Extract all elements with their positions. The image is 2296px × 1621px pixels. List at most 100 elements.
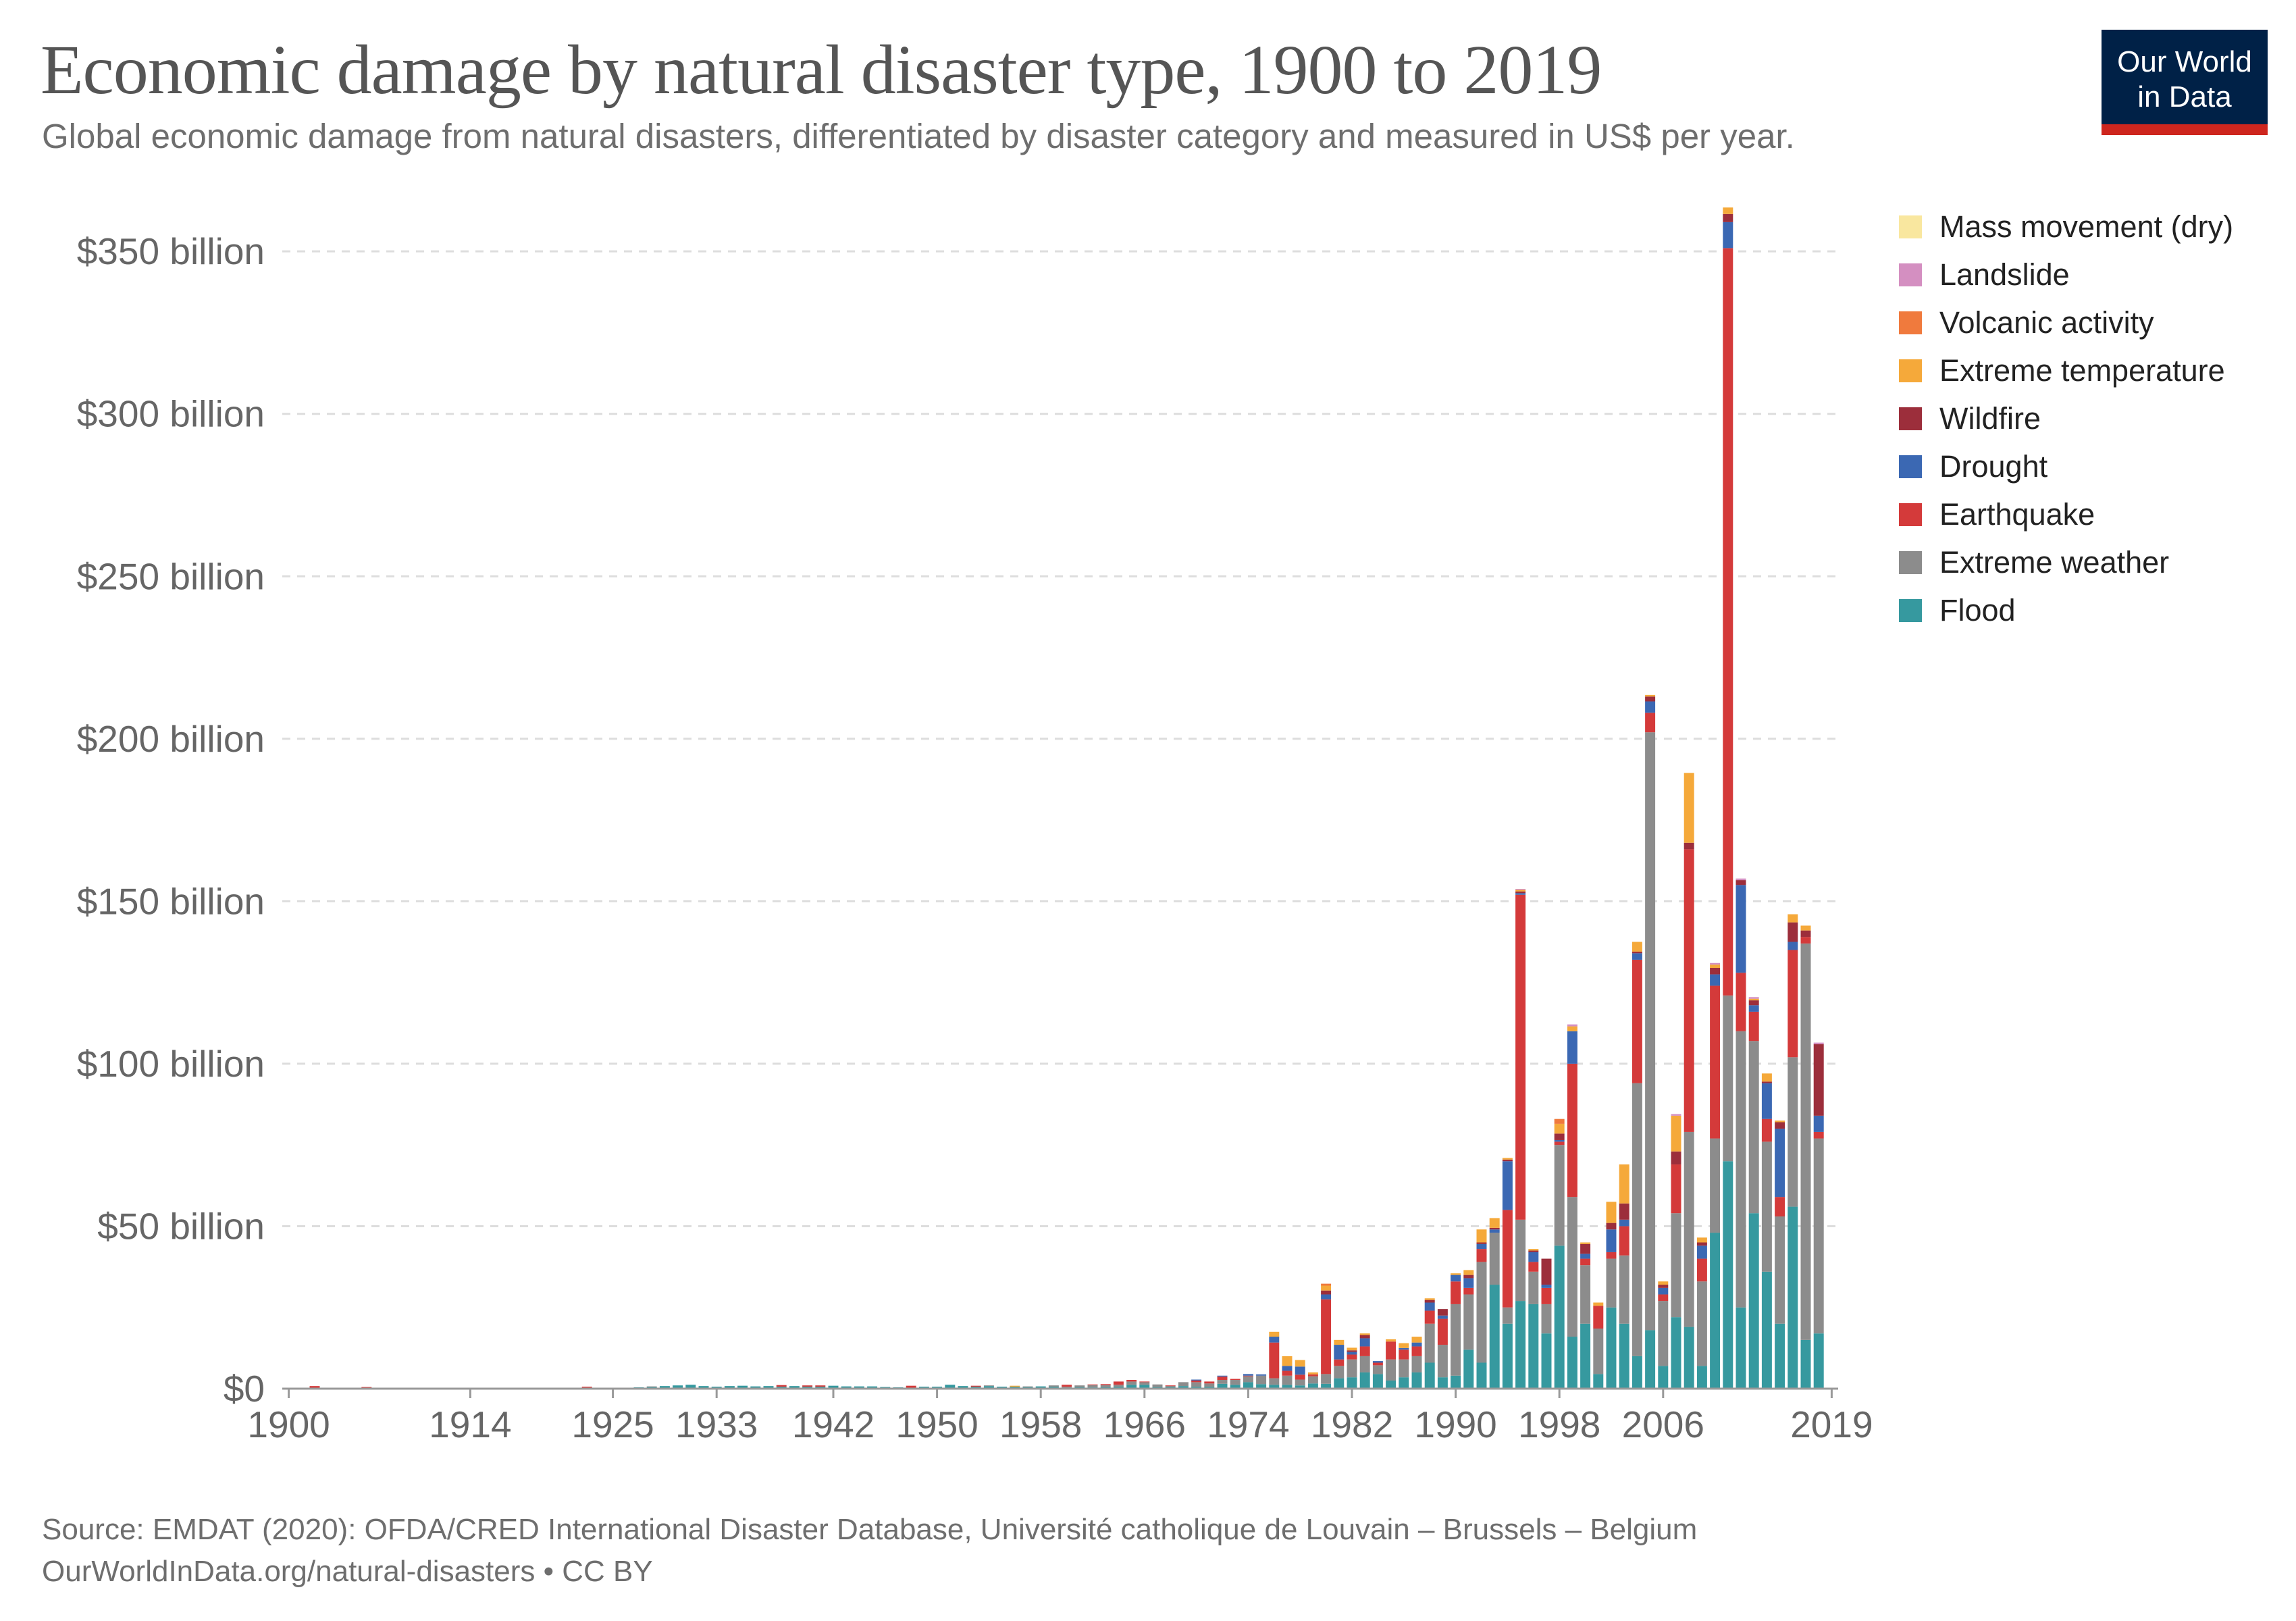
bar-segment-extreme-weather[interactable] <box>1606 1258 1617 1308</box>
bar-1943[interactable] <box>841 1386 852 1389</box>
bar-segment-earthquake[interactable] <box>1437 1318 1448 1345</box>
bar-segment-earthquake[interactable] <box>1684 849 1694 1132</box>
bar-segment-flood[interactable] <box>673 1385 683 1389</box>
bar-segment-extreme-temperature[interactable] <box>1580 1242 1591 1244</box>
bar-segment-wildfire[interactable] <box>1748 1000 1759 1006</box>
bar-segment-flood[interactable] <box>698 1386 709 1389</box>
bar-2007[interactable] <box>1671 1114 1681 1389</box>
bar-segment-earthquake[interactable] <box>802 1385 813 1387</box>
bar-segment-drought[interactable] <box>1489 1229 1500 1233</box>
bar-segment-extreme-temperature[interactable] <box>1761 1073 1772 1082</box>
bar-segment-earthquake[interactable] <box>1775 1197 1785 1217</box>
bar-segment-volcanic-activity[interactable] <box>1321 1283 1332 1286</box>
bar-segment-extreme-temperature[interactable] <box>1463 1270 1474 1275</box>
bar-segment-flood[interactable] <box>1476 1362 1487 1389</box>
bar-segment-drought[interactable] <box>1502 1161 1513 1210</box>
bar-segment-wildfire[interactable] <box>1788 922 1798 942</box>
bar-segment-earthquake[interactable] <box>1463 1287 1474 1295</box>
bar-segment-flood[interactable] <box>1696 1366 1707 1389</box>
bar-segment-landslide[interactable] <box>1710 962 1721 965</box>
bar-2013[interactable] <box>1748 997 1759 1389</box>
bar-segment-earthquake[interactable] <box>1295 1374 1305 1380</box>
bar-segment-drought[interactable] <box>1347 1352 1357 1355</box>
bar-segment-extreme-temperature[interactable] <box>1411 1337 1422 1343</box>
bar-segment-extreme-weather[interactable] <box>1813 1138 1824 1334</box>
bar-segment-earthquake[interactable] <box>1710 985 1721 1139</box>
bar-segment-extreme-weather[interactable] <box>1334 1366 1345 1379</box>
bar-segment-drought[interactable] <box>1411 1342 1422 1347</box>
bar-1984[interactable] <box>1372 1361 1383 1389</box>
bar-segment-extreme-weather[interactable] <box>1243 1376 1253 1383</box>
bar-segment-earthquake[interactable] <box>1645 713 1656 733</box>
bar-2005[interactable] <box>1645 694 1656 1389</box>
bar-segment-drought[interactable] <box>1243 1374 1253 1376</box>
bar-1939[interactable] <box>789 1386 800 1389</box>
bar-segment-extreme-weather[interactable] <box>1048 1385 1059 1387</box>
bar-segment-flood[interactable] <box>1295 1385 1305 1389</box>
bar-1979[interactable] <box>1307 1372 1318 1389</box>
bar-segment-flood[interactable] <box>1321 1383 1332 1389</box>
bar-segment-drought[interactable] <box>1541 1285 1552 1288</box>
bar-segment-flood[interactable] <box>828 1385 839 1389</box>
bar-segment-extreme-weather[interactable] <box>1269 1378 1280 1385</box>
bar-2012[interactable] <box>1736 878 1746 1389</box>
bar-segment-extreme-temperature[interactable] <box>1723 207 1733 214</box>
bar-segment-flood[interactable] <box>945 1385 956 1389</box>
bar-segment-extreme-weather[interactable] <box>1761 1141 1772 1272</box>
bar-1980[interactable] <box>1321 1283 1332 1389</box>
bar-segment-extreme-temperature[interactable] <box>1800 925 1811 931</box>
bar-segment-extreme-temperature[interactable] <box>1658 1281 1669 1285</box>
bar-1997[interactable] <box>1541 1258 1552 1389</box>
bar-segment-flood[interactable] <box>1424 1362 1435 1389</box>
bar-segment-earthquake[interactable] <box>1736 973 1746 1031</box>
bar-1991[interactable] <box>1463 1270 1474 1389</box>
bar-1989[interactable] <box>1437 1309 1448 1389</box>
bar-1932[interactable] <box>698 1386 709 1389</box>
bar-1988[interactable] <box>1424 1298 1435 1389</box>
bar-1998[interactable] <box>1554 1118 1565 1389</box>
bar-segment-extreme-weather[interactable] <box>1684 1131 1694 1327</box>
bar-segment-flood[interactable] <box>1126 1385 1137 1389</box>
bar-2017[interactable] <box>1800 925 1811 1389</box>
bar-segment-earthquake[interactable] <box>1451 1281 1461 1304</box>
bar-segment-extreme-temperature[interactable] <box>1010 1385 1020 1387</box>
bar-segment-earthquake[interactable] <box>1723 248 1733 996</box>
bar-2016[interactable] <box>1788 914 1798 1389</box>
legend-item[interactable]: Volcanic activity <box>1899 299 2233 346</box>
bar-1972[interactable] <box>1217 1375 1228 1389</box>
bar-segment-drought[interactable] <box>1775 1129 1785 1198</box>
bar-segment-extreme-temperature[interactable] <box>1619 1164 1629 1204</box>
bar-segment-wildfire[interactable] <box>1658 1285 1669 1288</box>
bar-segment-extreme-temperature[interactable] <box>1399 1343 1409 1348</box>
bar-segment-flood[interactable] <box>1593 1374 1604 1389</box>
bar-segment-earthquake[interactable] <box>1399 1349 1409 1360</box>
bar-segment-extreme-weather[interactable] <box>1748 1041 1759 1214</box>
bar-segment-earthquake[interactable] <box>1411 1346 1422 1356</box>
bar-segment-wildfire[interactable] <box>1619 1203 1629 1220</box>
bar-1936[interactable] <box>750 1386 761 1389</box>
bar-segment-extreme-weather[interactable] <box>1347 1359 1357 1378</box>
bar-segment-flood[interactable] <box>1178 1386 1189 1389</box>
bar-segment-flood[interactable] <box>685 1385 696 1389</box>
bar-segment-flood[interactable] <box>958 1386 968 1389</box>
bar-1993[interactable] <box>1489 1218 1500 1389</box>
bar-segment-wildfire[interactable] <box>1489 1227 1500 1230</box>
bar-segment-flood[interactable] <box>1035 1386 1046 1389</box>
bar-1952[interactable] <box>958 1386 968 1389</box>
bar-1969[interactable] <box>1178 1382 1189 1389</box>
bar-segment-extreme-weather[interactable] <box>1178 1382 1189 1387</box>
bar-segment-flood[interactable] <box>1515 1301 1526 1389</box>
bar-segment-flood[interactable] <box>1243 1382 1253 1389</box>
bar-segment-drought[interactable] <box>1813 1115 1824 1132</box>
bar-1944[interactable] <box>854 1386 864 1389</box>
bar-segment-flood[interactable] <box>1372 1374 1383 1389</box>
bar-1974[interactable] <box>1243 1374 1253 1389</box>
bar-segment-flood[interactable] <box>1386 1380 1397 1389</box>
bar-segment-drought[interactable] <box>1736 885 1746 973</box>
bar-segment-drought[interactable] <box>1515 893 1526 895</box>
bar-segment-wildfire[interactable] <box>1761 1081 1772 1083</box>
bar-segment-flood[interactable] <box>1269 1385 1280 1389</box>
bar-segment-earthquake[interactable] <box>1062 1385 1072 1387</box>
bar-segment-extreme-weather[interactable] <box>1696 1281 1707 1366</box>
bar-segment-extreme-temperature[interactable] <box>1489 1218 1500 1228</box>
